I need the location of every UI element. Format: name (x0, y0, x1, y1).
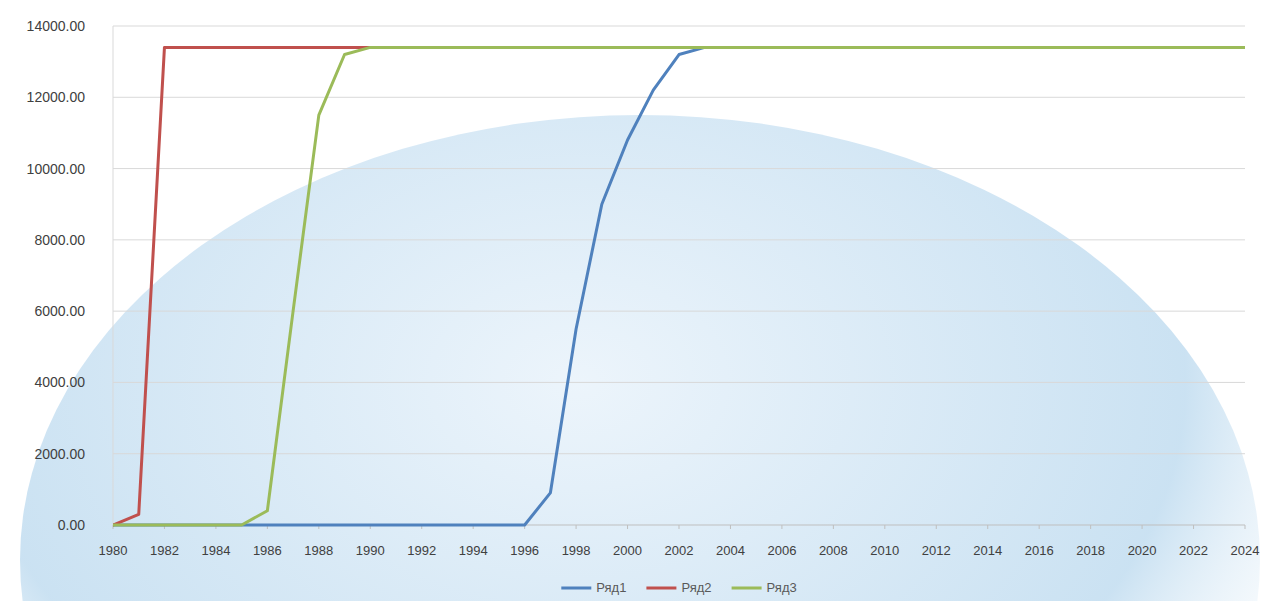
x-tick-label: 2006 (767, 543, 796, 558)
legend: Ряд1 Ряд2 Ряд3 (561, 580, 796, 595)
x-tick-label: 2022 (1179, 543, 1208, 558)
x-tick (1245, 525, 1246, 529)
x-tick (936, 525, 937, 529)
x-tick-label: 2016 (1025, 543, 1054, 558)
grid (113, 26, 1245, 525)
legend-item: Ряд2 (646, 580, 711, 595)
x-tick (730, 525, 731, 529)
y-tick-label: 4000.00 (34, 374, 85, 390)
series-line (113, 47, 1245, 525)
x-tick (627, 525, 628, 529)
x-tick-label: 1992 (407, 543, 436, 558)
x-tick-label: 1982 (150, 543, 179, 558)
legend-swatch (732, 587, 762, 590)
x-tick (1142, 525, 1143, 529)
x-tick (1090, 525, 1091, 529)
x-tick-label: 1990 (356, 543, 385, 558)
x-tick-label: 2010 (870, 543, 899, 558)
y-tick-label: 10000.00 (27, 161, 86, 177)
legend-item: Ряд1 (561, 580, 626, 595)
legend-item: Ряд3 (732, 580, 797, 595)
grid-line (113, 311, 1245, 312)
grid-line (113, 239, 1245, 240)
x-tick-label: 1996 (510, 543, 539, 558)
legend-label: Ряд1 (596, 580, 626, 595)
x-tick-label: 1998 (562, 543, 591, 558)
x-tick (884, 525, 885, 529)
x-tick-label: 2020 (1128, 543, 1157, 558)
legend-swatch (646, 587, 676, 590)
x-tick-label: 2004 (716, 543, 745, 558)
background-decoration (20, 115, 1260, 601)
legend-swatch (561, 587, 591, 590)
x-tick-label: 2018 (1076, 543, 1105, 558)
y-tick-label: 2000.00 (34, 446, 85, 462)
x-tick (1039, 525, 1040, 529)
x-tick (1193, 525, 1194, 529)
legend-label: Ряд2 (681, 580, 711, 595)
x-tick-label: 1988 (304, 543, 333, 558)
x-tick (987, 525, 988, 529)
x-tick (679, 525, 680, 529)
x-tick-label: 1980 (99, 543, 128, 558)
x-tick-label: 1984 (201, 543, 230, 558)
series-line (113, 47, 1245, 525)
x-tick-label: 2000 (613, 543, 642, 558)
y-axis-line (113, 26, 114, 525)
y-tick-label: 8000.00 (34, 232, 85, 248)
legend-label: Ряд3 (767, 580, 797, 595)
series-line (113, 47, 1245, 525)
x-tick (833, 525, 834, 529)
x-tick-label: 1994 (459, 543, 488, 558)
x-tick-label: 2024 (1231, 543, 1260, 558)
y-tick-label: 14000.00 (27, 18, 86, 34)
chart: 0.00 2000.00 4000.00 6000.00 8000.00 10000.00… (0, 0, 1267, 601)
grid-line (113, 97, 1245, 98)
y-tick-label: 12000.00 (27, 89, 86, 105)
x-tick (576, 525, 577, 529)
x-tick-label: 1986 (253, 543, 282, 558)
y-tick-label: 6000.00 (34, 303, 85, 319)
x-tick-label: 2012 (922, 543, 951, 558)
grid-line (113, 26, 1245, 27)
x-tick (781, 525, 782, 529)
x-tick-label: 2008 (819, 543, 848, 558)
x-tick-label: 2014 (973, 543, 1002, 558)
grid-line (113, 168, 1245, 169)
grid-line (113, 453, 1245, 454)
series-group (113, 47, 1245, 525)
x-tick-label: 2002 (665, 543, 694, 558)
y-tick-label: 0.00 (58, 517, 85, 533)
